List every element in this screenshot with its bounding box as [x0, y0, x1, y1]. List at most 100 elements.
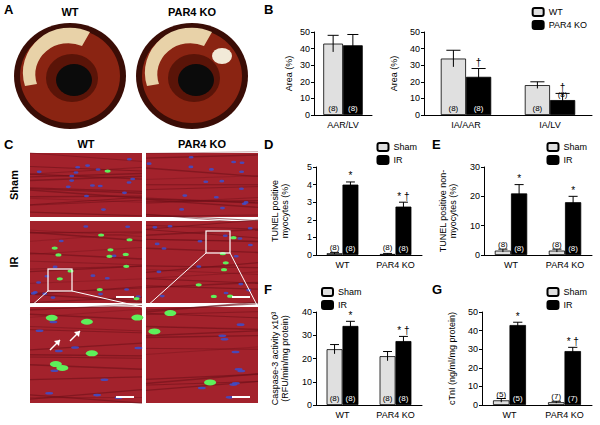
svg-text:(5): (5)	[513, 394, 523, 403]
svg-text:(8): (8)	[383, 243, 393, 252]
svg-text:Sham: Sham	[338, 287, 362, 297]
svg-text:4: 4	[307, 180, 312, 190]
svg-text:WT: WT	[503, 410, 517, 420]
svg-text:(8): (8)	[328, 104, 338, 113]
svg-text:(8): (8)	[346, 394, 356, 403]
svg-text:(5): (5)	[496, 390, 506, 399]
svg-text:PAR4 KO: PAR4 KO	[546, 260, 584, 270]
svg-text:* †: * †	[397, 191, 409, 202]
svg-text:10: 10	[302, 377, 312, 387]
svg-text:50: 50	[410, 27, 420, 37]
svg-text:WT: WT	[61, 6, 78, 18]
svg-text:(8): (8)	[514, 244, 524, 253]
svg-text:(7): (7)	[551, 392, 561, 401]
svg-text:20: 20	[410, 77, 420, 87]
svg-text:(8): (8)	[383, 394, 393, 403]
svg-text:* †: * †	[397, 325, 409, 336]
svg-text:30: 30	[468, 344, 478, 354]
svg-text:IR: IR	[338, 300, 348, 310]
svg-text:40: 40	[300, 44, 310, 54]
svg-text:IA/LV: IA/LV	[539, 120, 560, 130]
svg-text:(8): (8)	[474, 104, 484, 113]
svg-text:50: 50	[300, 27, 310, 37]
svg-text:(7): (7)	[568, 394, 578, 403]
svg-text:Caspase-3 activity x10³: Caspase-3 activity x10³	[270, 312, 280, 406]
svg-text:1: 1	[307, 232, 312, 242]
svg-text:20: 20	[468, 363, 478, 373]
svg-text:* †: * †	[567, 336, 579, 347]
svg-text:0: 0	[307, 250, 312, 260]
svg-text:10: 10	[300, 93, 310, 103]
svg-text:(8): (8)	[399, 244, 409, 253]
svg-text:PAR4 KO: PAR4 KO	[168, 6, 217, 18]
svg-text:10: 10	[468, 381, 478, 391]
svg-text:PAR4 KO: PAR4 KO	[178, 138, 227, 150]
svg-text:*: *	[348, 170, 352, 181]
svg-text:cTnI (ng/ml/mg protein): cTnI (ng/ml/mg protein)	[447, 312, 457, 405]
svg-text:20: 20	[302, 354, 312, 364]
svg-text:Sham: Sham	[563, 287, 587, 297]
svg-text:(8): (8)	[399, 394, 409, 403]
svg-text:*: *	[348, 310, 352, 321]
svg-text:myocytes (%): myocytes (%)	[280, 184, 290, 239]
svg-text:3: 3	[307, 197, 312, 207]
svg-text:WT: WT	[336, 410, 350, 420]
svg-text:(8): (8)	[346, 244, 356, 253]
svg-text:30: 30	[410, 60, 420, 70]
svg-text:0: 0	[307, 400, 312, 410]
svg-text:30: 30	[470, 162, 480, 172]
svg-text:IA/AAR: IA/AAR	[451, 120, 481, 130]
svg-text:†: †	[476, 57, 482, 68]
svg-text:*: *	[516, 311, 520, 322]
svg-text:IR: IR	[393, 155, 403, 165]
svg-text:AAR/LV: AAR/LV	[327, 120, 358, 130]
svg-text:myocytes (%): myocytes (%)	[448, 184, 458, 239]
svg-text:20: 20	[300, 77, 310, 87]
svg-text:IR: IR	[8, 256, 20, 267]
svg-text:IR: IR	[563, 300, 573, 310]
svg-text:PAR4 KO: PAR4 KO	[549, 20, 587, 30]
svg-text:WT: WT	[549, 7, 563, 17]
svg-text:10: 10	[470, 221, 480, 231]
svg-text:0: 0	[415, 110, 420, 120]
svg-text:(8): (8)	[568, 244, 578, 253]
svg-text:Sham: Sham	[8, 170, 20, 200]
svg-text:0: 0	[473, 400, 478, 410]
svg-text:30: 30	[300, 60, 310, 70]
svg-text:(8): (8)	[449, 104, 459, 113]
svg-text:WT: WT	[77, 138, 94, 150]
svg-text:10: 10	[410, 93, 420, 103]
svg-text:40: 40	[302, 307, 312, 317]
svg-text:Area (%): Area (%)	[284, 56, 294, 92]
svg-text:(8): (8)	[533, 104, 543, 113]
svg-text:TUNEL positive non-: TUNEL positive non-	[438, 170, 448, 253]
svg-text:TUNEL positive: TUNEL positive	[270, 180, 280, 242]
svg-text:WT: WT	[336, 260, 350, 270]
svg-text:PAR4 KO: PAR4 KO	[376, 410, 414, 420]
svg-text:40: 40	[410, 44, 420, 54]
svg-text:Sham: Sham	[393, 142, 417, 152]
svg-text:0: 0	[475, 250, 480, 260]
svg-text:(8): (8)	[330, 243, 340, 252]
svg-text:0: 0	[305, 110, 310, 120]
svg-text:30: 30	[302, 330, 312, 340]
svg-text:(8): (8)	[552, 240, 562, 249]
svg-text:PAR4 KO: PAR4 KO	[376, 260, 414, 270]
svg-text:IR: IR	[563, 155, 573, 165]
svg-text:(8): (8)	[558, 90, 568, 99]
svg-text:(RFU/min/mg protein): (RFU/min/mg protein)	[280, 315, 290, 402]
svg-text:(8): (8)	[330, 394, 340, 403]
svg-text:20: 20	[470, 191, 480, 201]
svg-text:WT: WT	[504, 260, 518, 270]
svg-text:(8): (8)	[498, 240, 508, 249]
svg-text:*: *	[517, 173, 521, 184]
svg-text:5: 5	[307, 162, 312, 172]
svg-text:40: 40	[468, 326, 478, 336]
svg-text:Sham: Sham	[563, 142, 587, 152]
svg-text:PAR4 KO: PAR4 KO	[545, 410, 583, 420]
svg-text:Area (%): Area (%)	[389, 56, 399, 92]
svg-text:2: 2	[307, 215, 312, 225]
svg-text:*: *	[571, 185, 575, 196]
svg-text:(8): (8)	[348, 104, 358, 113]
svg-text:50: 50	[468, 307, 478, 317]
